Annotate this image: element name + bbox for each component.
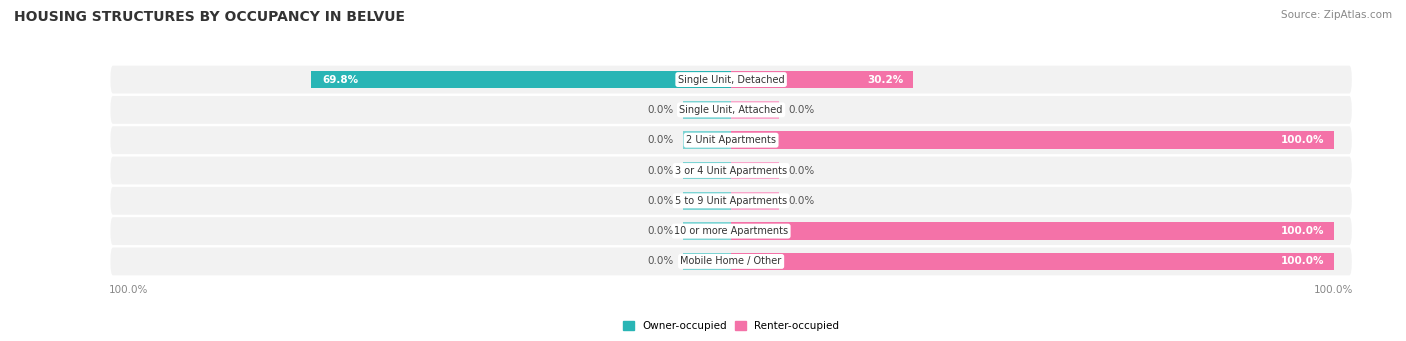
FancyBboxPatch shape bbox=[111, 157, 1351, 184]
Bar bbox=[731, 131, 779, 149]
FancyBboxPatch shape bbox=[111, 65, 1351, 93]
Bar bbox=[683, 71, 731, 88]
Text: 0.0%: 0.0% bbox=[789, 196, 814, 206]
Bar bbox=[683, 162, 731, 179]
Bar bbox=[683, 222, 731, 240]
Text: 0.0%: 0.0% bbox=[648, 256, 673, 266]
Text: 100.0%: 100.0% bbox=[1281, 256, 1324, 266]
Text: 2 Unit Apartments: 2 Unit Apartments bbox=[686, 135, 776, 145]
Text: 100.0%: 100.0% bbox=[1281, 135, 1324, 145]
Bar bbox=[731, 253, 1334, 270]
Bar bbox=[683, 131, 731, 149]
Text: 5 to 9 Unit Apartments: 5 to 9 Unit Apartments bbox=[675, 196, 787, 206]
Bar bbox=[731, 71, 779, 88]
FancyBboxPatch shape bbox=[111, 248, 1351, 276]
Bar bbox=[683, 101, 731, 119]
Text: 100.0%: 100.0% bbox=[1281, 226, 1324, 236]
Text: 0.0%: 0.0% bbox=[648, 196, 673, 206]
Text: 0.0%: 0.0% bbox=[648, 135, 673, 145]
Text: 69.8%: 69.8% bbox=[322, 75, 359, 85]
Text: Single Unit, Detached: Single Unit, Detached bbox=[678, 75, 785, 85]
Bar bbox=[731, 162, 779, 179]
Text: 0.0%: 0.0% bbox=[648, 226, 673, 236]
FancyBboxPatch shape bbox=[111, 96, 1351, 124]
FancyBboxPatch shape bbox=[111, 187, 1351, 215]
Bar bbox=[731, 253, 779, 270]
Text: 0.0%: 0.0% bbox=[648, 105, 673, 115]
Bar bbox=[731, 192, 779, 210]
Bar bbox=[731, 101, 779, 119]
Text: 0.0%: 0.0% bbox=[789, 165, 814, 176]
Text: HOUSING STRUCTURES BY OCCUPANCY IN BELVUE: HOUSING STRUCTURES BY OCCUPANCY IN BELVU… bbox=[14, 10, 405, 24]
Bar bbox=[731, 222, 779, 240]
FancyBboxPatch shape bbox=[111, 126, 1351, 154]
Bar bbox=[731, 222, 1334, 240]
Text: 10 or more Apartments: 10 or more Apartments bbox=[673, 226, 789, 236]
Text: 30.2%: 30.2% bbox=[868, 75, 904, 85]
Text: Mobile Home / Other: Mobile Home / Other bbox=[681, 256, 782, 266]
Text: 0.0%: 0.0% bbox=[789, 105, 814, 115]
Bar bbox=[731, 131, 1334, 149]
Legend: Owner-occupied, Renter-occupied: Owner-occupied, Renter-occupied bbox=[619, 317, 844, 336]
Bar bbox=[311, 71, 731, 88]
Bar bbox=[731, 71, 912, 88]
Text: Single Unit, Attached: Single Unit, Attached bbox=[679, 105, 783, 115]
FancyBboxPatch shape bbox=[111, 217, 1351, 245]
Bar bbox=[683, 253, 731, 270]
Text: Source: ZipAtlas.com: Source: ZipAtlas.com bbox=[1281, 10, 1392, 20]
Text: 3 or 4 Unit Apartments: 3 or 4 Unit Apartments bbox=[675, 165, 787, 176]
Bar bbox=[683, 192, 731, 210]
Text: 0.0%: 0.0% bbox=[648, 165, 673, 176]
